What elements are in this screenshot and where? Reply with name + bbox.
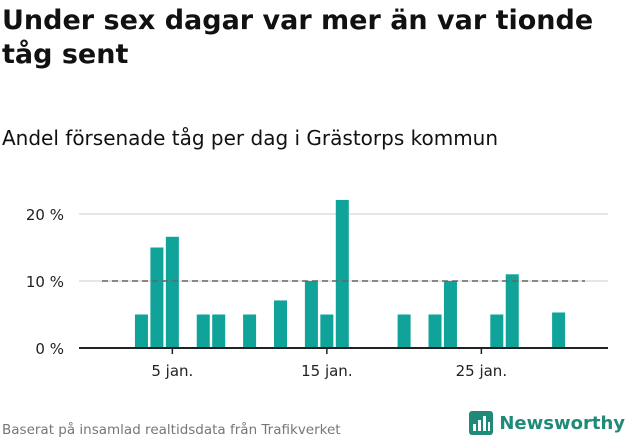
bar	[304, 281, 318, 348]
chart-subtitle: Andel försenade tåg per dag i Grästorps …	[2, 126, 499, 150]
brand-name: Newsworthy	[499, 412, 625, 434]
x-tick-label: 15 jan.	[301, 362, 353, 380]
chart-title: Under sex dagar var mer än var tionde tå…	[2, 5, 594, 70]
bar	[165, 236, 179, 348]
bars	[134, 199, 566, 348]
bar	[428, 314, 442, 348]
bar	[335, 199, 349, 348]
bar	[196, 314, 210, 348]
bar	[490, 314, 504, 348]
bar	[397, 314, 411, 348]
bar	[505, 274, 519, 348]
y-tick-label: 0 %	[35, 340, 64, 358]
x-tick-label: 5 jan.	[151, 362, 193, 380]
y-axis-ticks: 0 % 10 % 20 %	[26, 206, 64, 358]
bar	[134, 314, 148, 348]
x-axis-ticks: 5 jan. 15 jan. 25 jan.	[151, 348, 507, 380]
bar	[212, 314, 226, 348]
bar	[274, 300, 287, 348]
brand-logo[interactable]: Newsworthy	[469, 409, 625, 437]
bar-chart: 0 % 10 % 20 % 5 jan. 15 jan. 25 jan.	[26, 199, 608, 380]
x-tick-label: 25 jan.	[456, 362, 508, 380]
bar	[243, 314, 257, 348]
bar	[150, 247, 164, 348]
bar	[552, 312, 566, 348]
bar-chart-logo-icon	[469, 411, 494, 435]
bar	[443, 281, 457, 348]
source-note: Baserat på insamlad realtidsdata från Tr…	[2, 422, 341, 438]
bar	[320, 314, 334, 348]
y-tick-label: 20 %	[26, 206, 64, 224]
y-tick-label: 10 %	[26, 273, 64, 291]
